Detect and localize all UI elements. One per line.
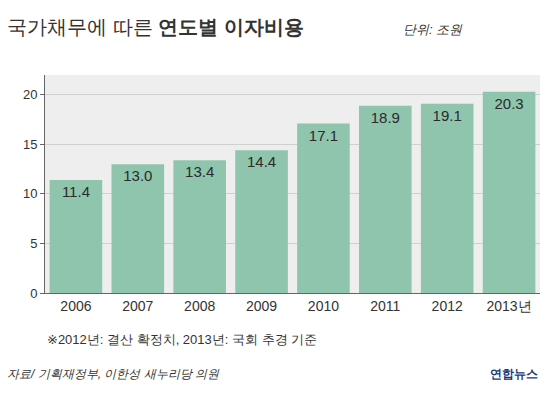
svg-text:2008: 2008 <box>184 298 215 314</box>
svg-text:2009: 2009 <box>246 298 277 314</box>
svg-text:2006: 2006 <box>60 298 91 314</box>
svg-text:13.0: 13.0 <box>123 167 152 184</box>
svg-text:단위: 조원: 단위: 조원 <box>403 22 463 37</box>
svg-text:17.1: 17.1 <box>309 127 338 144</box>
svg-text:2010: 2010 <box>308 298 339 314</box>
svg-text:19.1: 19.1 <box>433 107 462 124</box>
svg-text:14.4: 14.4 <box>247 153 276 170</box>
svg-text:0: 0 <box>30 286 37 301</box>
svg-text:5: 5 <box>30 236 37 251</box>
svg-text:20.3: 20.3 <box>494 95 523 112</box>
svg-text:국가채무에 따른 연도별 이자비용: 국가채무에 따른 연도별 이자비용 <box>7 16 304 38</box>
svg-text:2012: 2012 <box>432 298 463 314</box>
svg-text:10: 10 <box>23 186 37 201</box>
svg-text:※2012년: 결산 확정치, 2013년: 국회 추경 기: ※2012년: 결산 확정치, 2013년: 국회 추경 기준 <box>47 332 317 347</box>
svg-text:15: 15 <box>23 137 37 152</box>
svg-text:자료/ 기획재정부, 이한성 새누리당 의원: 자료/ 기획재정부, 이한성 새누리당 의원 <box>7 367 220 381</box>
svg-text:2011: 2011 <box>370 298 400 314</box>
svg-text:2007: 2007 <box>122 298 153 314</box>
svg-text:18.9: 18.9 <box>371 109 400 126</box>
svg-text:20: 20 <box>23 87 37 102</box>
svg-text:11.4: 11.4 <box>62 183 90 200</box>
svg-text:연합뉴스: 연합뉴스 <box>490 367 538 381</box>
svg-text:2013년: 2013년 <box>486 298 531 314</box>
svg-text:13.4: 13.4 <box>185 163 214 180</box>
